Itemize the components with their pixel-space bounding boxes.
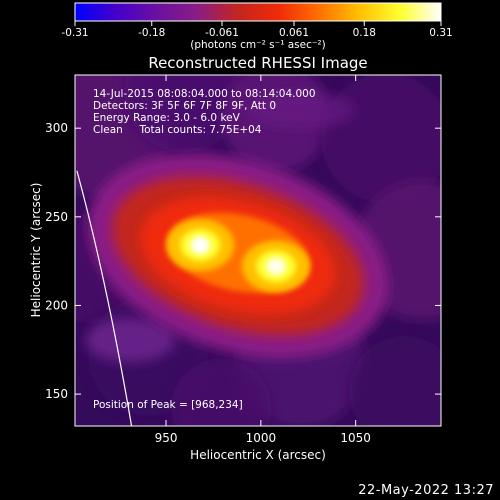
x-tick-label: 950 — [155, 431, 178, 445]
annotation-detectors: Detectors: 3F 5F 6F 7F 8F 9F, Att 0 — [93, 100, 276, 112]
colorbar-ticks: -0.31 -0.18 -0.061 0.061 0.18 0.31 — [61, 21, 453, 39]
y-tick-label: 300 — [45, 121, 68, 135]
x-axis-ticks: 950 1000 1050 — [155, 75, 371, 445]
x-axis-label: Heliocentric X (arcsec) — [190, 448, 326, 462]
emission-source-1 — [166, 219, 235, 272]
y-tick-label: 150 — [45, 387, 68, 401]
y-tick-label: 200 — [45, 298, 68, 312]
annotation-energy-range: Energy Range: 3.0 - 6.0 keV — [93, 112, 241, 124]
annotation-peak-position: Position of Peak = [968,234] — [93, 399, 243, 411]
colorbar-tick-label: -0.061 — [205, 27, 239, 39]
x-tick-label: 1050 — [340, 431, 371, 445]
emission-sources — [87, 153, 389, 359]
y-axis-label: Heliocentric Y (arcsec) — [29, 183, 43, 318]
solar-limb-line — [76, 170, 133, 426]
colorbar-gradient — [74, 2, 442, 22]
colorbar-unit-label: (photons cm⁻² s⁻¹ asec⁻²) — [190, 39, 325, 51]
annotation-block: 14-Jul-2015 08:08:04.000 to 08:14:04.000… — [93, 88, 316, 411]
annotation-time-range: 14-Jul-2015 08:08:04.000 to 08:14:04.000 — [93, 88, 316, 100]
footer-timestamp: 22-May-2022 13:27 — [358, 483, 494, 498]
colorbar-tick-label: -0.31 — [61, 27, 88, 39]
colorbar-tick-label: -0.18 — [138, 27, 165, 39]
plot-area — [75, 75, 441, 426]
colorbar: -0.31 -0.18 -0.061 0.061 0.18 0.31 (photons c… — [61, 2, 453, 51]
x-tick-label: 1000 — [246, 431, 277, 445]
emission-source-2 — [242, 240, 311, 293]
y-tick-label: 250 — [45, 210, 68, 224]
plot-frame — [74, 74, 442, 427]
y-axis-ticks: 150 200 250 300 — [45, 121, 441, 401]
colorbar-tick-label: 0.18 — [353, 27, 376, 39]
annotation-total-counts: Clean Total counts: 7.75E+04 — [93, 124, 262, 136]
chart-title: Reconstructed RHESSI Image — [148, 54, 367, 72]
colorbar-tick-label: 0.31 — [429, 27, 452, 39]
colorbar-tick-label: 0.061 — [279, 27, 309, 39]
